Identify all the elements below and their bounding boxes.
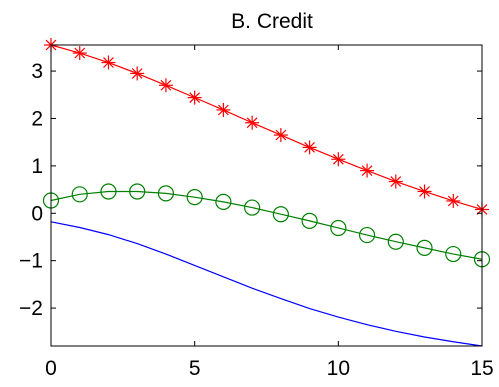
circle-marker [129,183,146,200]
y-tick-label: 2 [31,107,43,130]
asterisk-marker [388,174,403,189]
y-tick-label: −2 [19,297,43,320]
x-tick-label: 15 [470,357,493,380]
asterisk-marker [101,55,116,70]
asterisk-marker [302,140,317,155]
asterisk-marker [331,152,346,167]
y-tick-label: 0 [31,202,43,225]
asterisk-marker [216,102,231,117]
circle-marker [71,186,88,203]
series-line [50,221,483,347]
circle-marker [100,183,117,200]
circle-marker [244,199,261,216]
y-tick-label: 1 [31,155,43,178]
circle-marker [416,239,433,256]
chart-title: B. Credit [231,10,313,33]
y-tick-label: −1 [19,250,43,273]
series-2 [50,221,483,347]
series-0 [44,38,489,217]
series-line [50,190,483,260]
x-axis: 0 5 10 15 [45,45,494,380]
y-tick-label: 3 [31,60,43,83]
circle-marker [186,189,203,206]
series-layer [42,38,491,347]
asterisk-marker [360,163,375,178]
asterisk-marker [446,193,461,208]
x-tick-label: 10 [327,357,350,380]
asterisk-marker [130,66,145,81]
y-axis: −2 −1 0 1 2 3 [19,60,482,320]
x-tick-label: 5 [189,357,201,380]
plot-frame [50,44,483,347]
circle-marker [445,245,462,263]
asterisk-marker [245,115,260,130]
circle-marker [157,185,175,202]
asterisk-marker [72,46,87,61]
circle-marker [215,193,232,210]
circle-marker [358,226,376,244]
series-1 [42,183,491,268]
asterisk-marker [187,90,202,105]
asterisk-marker [417,184,432,199]
x-tick-label: 0 [45,357,57,380]
series-line [50,44,483,211]
circle-marker [330,219,347,237]
asterisk-marker [158,78,173,93]
circle-marker [301,212,318,229]
circle-marker [272,206,289,223]
circle-marker [387,233,404,250]
asterisk-marker [273,128,288,143]
